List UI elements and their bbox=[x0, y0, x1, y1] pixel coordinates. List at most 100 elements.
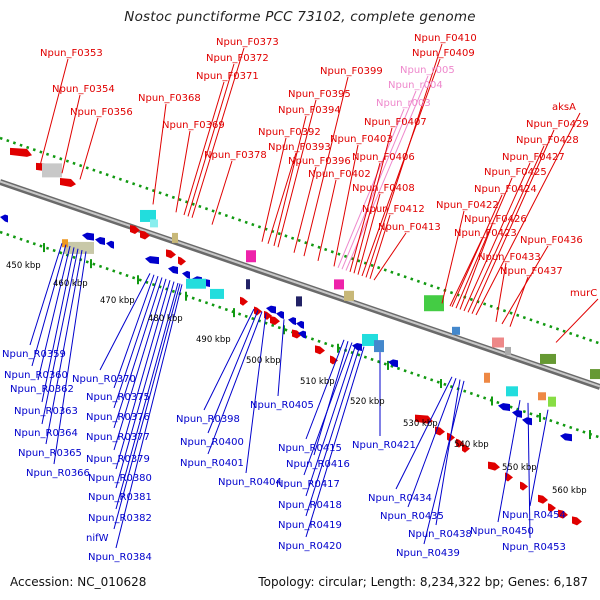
reverse-label-leader bbox=[305, 339, 345, 440]
forward-gene-label: Npun_F0407 bbox=[364, 117, 427, 128]
reverse-label-leader bbox=[29, 243, 63, 346]
reverse-gene-label: Npun_R0360 bbox=[4, 370, 68, 381]
forward-gene-arrow bbox=[240, 296, 248, 306]
reverse-gene-arrow bbox=[106, 240, 114, 249]
kbp-label: 450 kbp bbox=[6, 261, 41, 271]
reverse-gene-label: Npun_R0419 bbox=[278, 520, 342, 531]
gene-box-orange bbox=[484, 372, 490, 383]
reverse-gene-label: Npun_R0439 bbox=[396, 548, 460, 559]
kbp-label: 460 kbp bbox=[53, 279, 88, 289]
gene-box-cyan bbox=[210, 288, 224, 299]
forward-label-leader bbox=[555, 298, 599, 343]
accession-text: Accession: NC_010628 bbox=[10, 575, 147, 589]
gene-box-orange bbox=[538, 392, 546, 401]
reverse-gene-arrow bbox=[522, 417, 532, 426]
reverse-gene-arrow bbox=[512, 409, 522, 418]
forward-label-leader bbox=[467, 145, 545, 313]
reverse-gene-arrow bbox=[145, 256, 159, 265]
reverse-gene-label: Npun_R0454 bbox=[502, 510, 566, 521]
forward-label-leader bbox=[475, 112, 581, 316]
forward-label-leader bbox=[261, 137, 287, 242]
reverse-gene-arrow bbox=[266, 305, 276, 314]
forward-label-leader bbox=[441, 210, 465, 304]
forward-gene-arrow bbox=[178, 256, 186, 266]
reverse-gene-arrow bbox=[296, 320, 304, 329]
reverse-gene-label: Npun_R0401 bbox=[180, 458, 244, 469]
forward-gene-label: Npun_F0410 bbox=[414, 33, 477, 44]
reverse-label-leader bbox=[423, 380, 465, 545]
forward-gene-label: Npun_F0409 bbox=[412, 48, 475, 59]
forward-label-leader bbox=[471, 129, 555, 314]
reverse-label-leader bbox=[207, 310, 259, 434]
forward-gene-label: Npun_F0426 bbox=[464, 214, 527, 225]
reverse-label-leader bbox=[113, 278, 167, 451]
reverse-gene-arrow bbox=[182, 270, 190, 279]
kbp-label: 470 kbp bbox=[100, 296, 135, 306]
reverse-label-leader bbox=[113, 277, 163, 429]
forward-label-leader bbox=[369, 214, 391, 279]
forward-gene-arrow bbox=[270, 315, 280, 325]
forward-label-leader bbox=[373, 232, 407, 281]
gene-box-blue bbox=[374, 340, 384, 353]
gene-box-navy bbox=[246, 279, 250, 290]
forward-gene-label: Npun_F0392 bbox=[258, 127, 321, 138]
reverse-label-leader bbox=[113, 274, 155, 389]
reverse-label-leader bbox=[113, 283, 181, 530]
forward-gene-label: Npun_F0429 bbox=[526, 119, 589, 130]
forward-label-leader bbox=[79, 117, 99, 180]
forward-label-leader bbox=[183, 81, 225, 216]
forward-gene-arrow bbox=[166, 249, 176, 259]
forward-gene-label: Npun_F0428 bbox=[516, 135, 579, 146]
kbp-label: 520 kbp bbox=[350, 397, 385, 407]
reverse-gene-label: Npun_R0377 bbox=[86, 432, 150, 443]
gene-box-orange bbox=[62, 239, 68, 248]
gene-box-salmon bbox=[492, 337, 504, 348]
forward-label-leader bbox=[337, 108, 405, 268]
reverse-gene-label: Npun_R0382 bbox=[88, 513, 152, 524]
forward-label-leader bbox=[459, 224, 493, 310]
reverse-gene-label: Npun_R0379 bbox=[86, 454, 150, 465]
gene-box-grey bbox=[505, 346, 511, 355]
forward-gene-arrow bbox=[130, 225, 140, 235]
reverse-label-leader bbox=[305, 343, 357, 497]
forward-gene-label: Npun_F0369 bbox=[162, 120, 225, 131]
forward-gene-label: Npun_F0395 bbox=[288, 89, 351, 100]
forward-gene-label: Npun_F0402 bbox=[308, 169, 371, 180]
kbp-label: 540 kbp bbox=[454, 440, 489, 450]
kbp-label: 560 kbp bbox=[552, 486, 587, 496]
backbone-highlight bbox=[0, 180, 600, 388]
gene-box-cyan bbox=[140, 209, 156, 222]
reverse-label-leader bbox=[41, 248, 79, 425]
reverse-label-leader bbox=[305, 346, 365, 538]
map-title: Nostoc punctiforme PCC 73102, complete g… bbox=[124, 9, 476, 25]
forward-gene-label: Npun_F0403 bbox=[330, 134, 393, 145]
forward-gene-arrow bbox=[10, 147, 32, 157]
forward-gene-label: Npun_F0393 bbox=[268, 142, 331, 153]
reverse-gene-label: Npun_R0400 bbox=[180, 437, 244, 448]
reverse-label-leader bbox=[497, 400, 521, 523]
kbp-label: 500 kbp bbox=[246, 356, 281, 366]
forward-label-leader bbox=[449, 238, 483, 307]
reverse-gene-label: nifW bbox=[86, 533, 109, 544]
reverse-label-leader bbox=[313, 341, 349, 456]
reverse-label-leader bbox=[407, 378, 457, 508]
reverse-gene-label: Npun_R0362 bbox=[10, 384, 74, 395]
reverse-gene-arrow bbox=[288, 317, 296, 326]
forward-gene-label: Npun_F0427 bbox=[502, 152, 565, 163]
kbp-label: 480 kbp bbox=[148, 314, 183, 324]
forward-label-leader bbox=[39, 58, 69, 166]
reverse-gene-arrow bbox=[388, 359, 398, 368]
gene-box-olive bbox=[590, 369, 600, 380]
forward-gene-arrow bbox=[462, 443, 470, 453]
reverse-label-leader bbox=[529, 409, 549, 507]
gene-box-khaki bbox=[64, 241, 94, 254]
gene-box-tan bbox=[172, 232, 178, 243]
forward-label-leader bbox=[191, 47, 245, 218]
forward-gene-arrow bbox=[456, 438, 464, 448]
reverse-label-leader bbox=[41, 247, 75, 403]
forward-label-leader bbox=[293, 166, 317, 253]
gene-box-olive bbox=[540, 353, 556, 364]
reverse-label-leader bbox=[99, 273, 151, 371]
kbp-label: 490 kbp bbox=[196, 335, 231, 345]
